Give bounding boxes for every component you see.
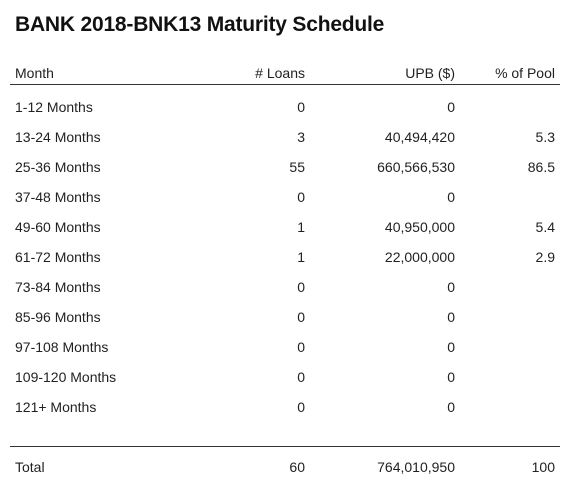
month-cell: 61-72 Months [15,249,101,265]
upb-cell: 660,566,530 [377,159,455,175]
month-cell: 13-24 Months [15,129,101,145]
table-row: 73-84 Months 0 0 [10,272,560,302]
table-row: 97-108 Months 0 0 [10,332,560,362]
pool-cell: 86.5 [527,159,555,175]
upb-cell: 40,950,000 [384,219,455,235]
table-row: 1-12 Months 0 0 [10,92,560,122]
loans-cell: 0 [297,279,305,295]
table-body: 1-12 Months 0 0 13-24 Months 3 40,494,42… [10,85,560,422]
pool-cell: 5.3 [535,129,555,145]
upb-cell: 0 [447,189,455,205]
table-row: 85-96 Months 0 0 [10,302,560,332]
table-row: 109-120 Months 0 0 [10,362,560,392]
upb-cell: 22,000,000 [384,249,455,265]
loans-cell: 0 [297,99,305,115]
page-title: BANK 2018-BNK13 Maturity Schedule [15,13,385,36]
upb-cell: 0 [447,99,455,115]
loans-cell: 3 [297,129,305,145]
total-label: Total [15,459,45,475]
table-header: Month # Loans UPB ($) % of Pool [10,62,560,85]
column-header-loans: # Loans [255,65,305,81]
month-cell: 121+ Months [15,399,97,415]
month-cell: 109-120 Months [15,369,117,385]
table-row: 37-48 Months 0 0 [10,182,560,212]
pool-cell: 2.9 [535,249,555,265]
loans-cell: 0 [297,309,305,325]
upb-cell: 0 [447,369,455,385]
upb-cell: 0 [447,279,455,295]
month-cell: 1-12 Months [15,99,93,115]
table-row: 61-72 Months 1 22,000,000 2.9 [10,242,560,272]
loans-cell: 0 [297,369,305,385]
loans-cell: 1 [297,219,305,235]
loans-cell: 0 [297,189,305,205]
upb-cell: 0 [447,309,455,325]
pool-cell: 5.4 [535,219,555,235]
month-cell: 25-36 Months [15,159,101,175]
loans-cell: 55 [289,159,305,175]
loans-cell: 0 [297,339,305,355]
month-cell: 37-48 Months [15,189,101,205]
month-cell: 73-84 Months [15,279,101,295]
table-row: 49-60 Months 1 40,950,000 5.4 [10,212,560,242]
total-divider [10,446,560,447]
upb-cell: 0 [447,339,455,355]
upb-cell: 40,494,420 [384,129,455,145]
column-header-month: Month [15,65,54,81]
loans-cell: 0 [297,399,305,415]
total-pool: 100 [531,459,555,475]
upb-cell: 0 [447,399,455,415]
total-row: Total 60 764,010,950 100 [10,452,560,482]
maturity-table: Month # Loans UPB ($) % of Pool 1-12 Mon… [10,62,560,422]
total-loans: 60 [289,459,305,475]
loans-cell: 1 [297,249,305,265]
month-cell: 85-96 Months [15,309,101,325]
month-cell: 49-60 Months [15,219,101,235]
column-header-upb: UPB ($) [405,65,455,81]
month-cell: 97-108 Months [15,339,109,355]
table-row: 13-24 Months 3 40,494,420 5.3 [10,122,560,152]
table-row: 121+ Months 0 0 [10,392,560,422]
table-row: 25-36 Months 55 660,566,530 86.5 [10,152,560,182]
column-header-pool: % of Pool [495,65,555,81]
total-upb: 764,010,950 [377,459,455,475]
